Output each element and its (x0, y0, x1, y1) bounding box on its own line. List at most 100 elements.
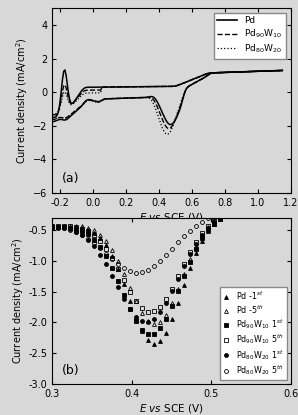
Line: Pd$_{90}$W$_{10}$ 1$^{st}$: Pd$_{90}$W$_{10}$ 1$^{st}$ (50, 205, 288, 336)
Pd -5$^{th}$ (86, 225, 90, 230)
Pd$_{80}$W$_{20}$ 5$^{th}$ (98, 246, 102, 251)
Pd -1$^{st}$ (201, 238, 204, 243)
Pd -5$^{th}$ (273, 205, 276, 210)
Pd -1$^{st}$ (134, 314, 138, 319)
Pd$_{80}$W$_{20}$ (50, 117, 54, 122)
Pd$_{90}$W$_{10}$ 5$^{th}$ (183, 261, 186, 266)
Pd -5$^{th}$ (195, 244, 198, 249)
Pd$_{80}$W$_{20}$ 1$^{st}$ (285, 203, 288, 208)
Pd$_{80}$W$_{20}$ 5$^{th}$ (170, 246, 174, 251)
Pd$_{90}$W$_{10}$ 5$^{th}$ (141, 306, 144, 311)
Pd$_{90}$W$_{10}$ 1$^{st}$ (86, 232, 90, 237)
Pd$_{80}$W$_{20}$ 5$^{th}$ (207, 216, 210, 221)
Pd$_{80}$W$_{20}$ 1$^{st}$ (255, 206, 258, 211)
Pd (69, 114, 72, 119)
Pd -1$^{st}$ (56, 225, 60, 230)
Pd -5$^{th}$ (92, 228, 96, 233)
Pd -5$^{th}$ (231, 210, 234, 215)
Pd$_{80}$W$_{20}$ 5$^{th}$ (128, 269, 132, 274)
Pd$_{90}$W$_{10}$ 5$^{th}$ (189, 250, 192, 255)
Pd$_{80}$W$_{20}$ 1$^{st}$ (237, 209, 240, 214)
Pd$_{80}$W$_{20}$ 1$^{st}$ (117, 285, 120, 290)
Legend: Pd -1$^{st}$, Pd -5$^{th}$, Pd$_{90}$W$_{10}$ 1$^{st}$, Pd$_{90}$W$_{10}$ 5$^{th: Pd -1$^{st}$, Pd -5$^{th}$, Pd$_{90}$W$_… (220, 287, 286, 380)
Pd -5$^{th}$ (50, 224, 54, 229)
Pd$_{80}$W$_{20}$ 1$^{st}$ (147, 320, 150, 325)
Pd$_{90}$W$_{10}$ 5$^{th}$ (62, 223, 66, 228)
Pd$_{80}$W$_{20}$ (280, 68, 284, 73)
Pd$_{90}$W$_{10}$ 5$^{th}$ (98, 239, 102, 244)
Pd$_{90}$W$_{10}$ 1$^{st}$ (201, 236, 204, 241)
Pd$_{80}$W$_{20}$ 1$^{st}$ (111, 273, 114, 278)
Pd$_{80}$W$_{20}$ 1$^{st}$ (153, 317, 156, 322)
Pd$_{90}$W$_{10}$ 1$^{st}$ (105, 254, 108, 259)
Pd -5$^{th}$ (159, 320, 162, 325)
Pd$_{80}$W$_{20}$ 1$^{st}$ (207, 225, 210, 230)
Pd$_{80}$W$_{20}$ 1$^{st}$ (86, 237, 90, 242)
Pd$_{80}$W$_{20}$ 5$^{th}$ (134, 270, 138, 275)
Pd -5$^{th}$ (267, 205, 270, 210)
Pd$_{90}$W$_{10}$ 1$^{st}$ (74, 226, 78, 231)
Pd -1$^{st}$ (267, 206, 270, 211)
Pd (267, 68, 270, 73)
Pd$_{90}$W$_{10}$ 5$^{th}$ (273, 205, 276, 210)
Pd$_{80}$W$_{20}$ 5$^{th}$ (249, 206, 252, 211)
Pd$_{80}$W$_{20}$ 5$^{th}$ (92, 241, 96, 246)
Pd -1$^{st}$ (219, 217, 222, 222)
Pd -5$^{th}$ (117, 258, 120, 263)
Pd$_{90}$W$_{10}$ 5$^{th}$ (159, 305, 162, 310)
Pd$_{80}$W$_{20}$ 5$^{th}$ (195, 223, 198, 228)
Pd$_{90}$W$_{10}$ 5$^{th}$ (237, 208, 240, 213)
Pd$_{90}$W$_{10}$ 1$^{st}$ (50, 225, 54, 230)
Pd$_{80}$W$_{20}$ 5$^{th}$ (213, 213, 216, 218)
Pd$_{90}$W$_{10}$ 1$^{st}$ (98, 244, 102, 249)
Pd -1$^{st}$ (164, 330, 168, 335)
Pd$_{90}$W$_{10}$ 1$^{st}$ (111, 265, 114, 270)
Pd$_{90}$W$_{10}$ (267, 68, 270, 73)
Pd -5$^{th}$ (255, 206, 258, 211)
Pd -5$^{th}$ (285, 203, 288, 208)
Pd (168, 122, 172, 127)
Pd$_{80}$W$_{20}$ 5$^{th}$ (219, 211, 222, 216)
Pd$_{90}$W$_{10}$ 1$^{st}$ (279, 205, 282, 210)
Pd -5$^{th}$ (69, 223, 72, 228)
Pd$_{80}$W$_{20}$ 5$^{th}$ (147, 267, 150, 272)
Pd$_{90}$W$_{10}$ 5$^{th}$ (147, 310, 150, 315)
Pd -1$^{st}$ (231, 211, 234, 216)
Pd$_{90}$W$_{10}$ 1$^{st}$ (231, 211, 234, 216)
Pd$_{80}$W$_{20}$ 5$^{th}$ (164, 253, 168, 258)
Pd (50, 120, 54, 124)
Pd$_{80}$W$_{20}$ 1$^{st}$ (267, 205, 270, 210)
Pd$_{80}$W$_{20}$ 1$^{st}$ (159, 310, 162, 315)
Pd$_{80}$W$_{20}$ 1$^{st}$ (225, 213, 228, 218)
Pd$_{90}$W$_{10}$ 5$^{th}$ (201, 230, 204, 235)
Pd$_{90}$W$_{10}$ (271, 68, 275, 73)
Pd$_{80}$W$_{20}$ 1$^{st}$ (243, 208, 246, 213)
Pd$_{80}$W$_{20}$ 1$^{st}$ (170, 289, 174, 294)
Y-axis label: Current density (mA/cm$^2$): Current density (mA/cm$^2$) (14, 37, 30, 164)
Pd (238, 69, 241, 74)
Pd$_{90}$W$_{10}$ 5$^{th}$ (195, 239, 198, 244)
Pd$_{90}$W$_{10}$ 5$^{th}$ (170, 286, 174, 291)
Pd$_{90}$W$_{10}$ 5$^{th}$ (177, 274, 180, 279)
Pd$_{90}$W$_{10}$ 5$^{th}$ (56, 223, 60, 228)
Pd$_{80}$W$_{20}$ 1$^{st}$ (80, 232, 84, 237)
Pd -5$^{th}$ (177, 287, 180, 292)
Pd$_{90}$W$_{10}$ 1$^{st}$ (69, 225, 72, 230)
Pd -5$^{th}$ (170, 301, 174, 306)
Pd$_{80}$W$_{20}$ 1$^{st}$ (177, 276, 180, 281)
Pd$_{90}$W$_{10}$ 1$^{st}$ (249, 208, 252, 212)
Pd -1$^{st}$ (249, 208, 252, 213)
Pd -5$^{th}$ (164, 312, 168, 317)
Pd -1$^{st}$ (111, 253, 114, 258)
Pd$_{90}$W$_{10}$ 1$^{st}$ (80, 228, 84, 233)
Pd$_{80}$W$_{20}$ 1$^{st}$ (219, 216, 222, 221)
Text: (a): (a) (62, 172, 79, 185)
Pd$_{90}$W$_{10}$ (167, 126, 171, 131)
Pd$_{90}$W$_{10}$ (50, 117, 54, 122)
Pd -5$^{th}$ (243, 208, 246, 212)
Pd$_{80}$W$_{20}$ 5$^{th}$ (273, 204, 276, 209)
Pd$_{80}$W$_{20}$ 1$^{st}$ (201, 232, 204, 237)
Pd$_{80}$W$_{20}$ 5$^{th}$ (122, 266, 126, 271)
Pd -5$^{th}$ (111, 247, 114, 252)
Pd -5$^{th}$ (153, 322, 156, 327)
